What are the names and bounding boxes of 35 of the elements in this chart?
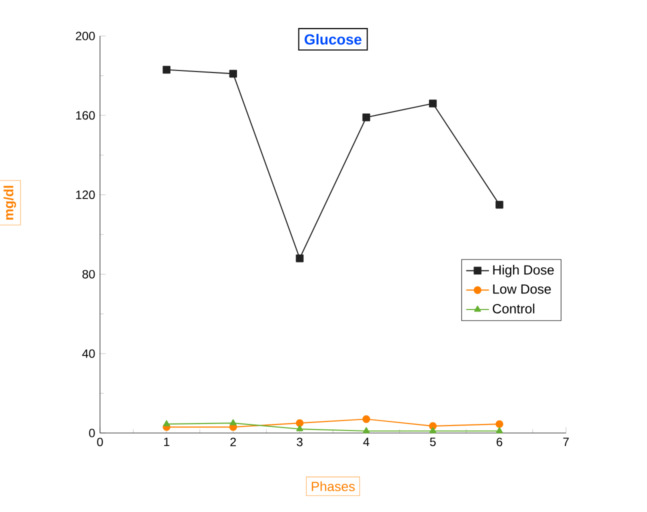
legend-label: Control: [492, 304, 534, 314]
y-axis-title: mg/dl: [4, 186, 16, 220]
y-tick-label: 0: [89, 428, 95, 438]
point: [296, 425, 304, 432]
point: [362, 427, 370, 434]
x-tick-label: 0: [97, 438, 103, 446]
point: [296, 419, 304, 427]
y-tick-label: 160: [76, 111, 95, 120]
x-tick-label: 1: [164, 438, 170, 446]
x-tick-label: 4: [363, 438, 370, 446]
x-tick-label: 7: [563, 438, 569, 446]
x-tick-label: 3: [296, 438, 303, 446]
point: [163, 420, 170, 426]
y-tick-label: 200: [76, 32, 95, 40]
point: [362, 114, 370, 122]
point: [230, 419, 237, 426]
point: [296, 254, 304, 262]
x-axis-title: Phases: [312, 481, 355, 492]
y-tick-label: 40: [82, 349, 95, 358]
point: [496, 420, 504, 428]
y-tick-label: 120: [76, 190, 95, 200]
point: [229, 70, 238, 78]
point: [496, 427, 503, 434]
x-tick-label: 2: [230, 438, 236, 446]
chart-title: Glucose: [304, 34, 362, 45]
x-tick-label: 6: [496, 438, 502, 446]
point: [362, 415, 370, 423]
point: [429, 427, 436, 434]
point: [496, 200, 504, 209]
x-tick-label: 5: [430, 438, 436, 446]
legend-label: High Dose: [493, 264, 554, 278]
legend-label: Low Dose: [493, 284, 551, 294]
y-tick-label: 80: [82, 270, 95, 278]
point: [428, 100, 437, 108]
point: [162, 66, 170, 74]
